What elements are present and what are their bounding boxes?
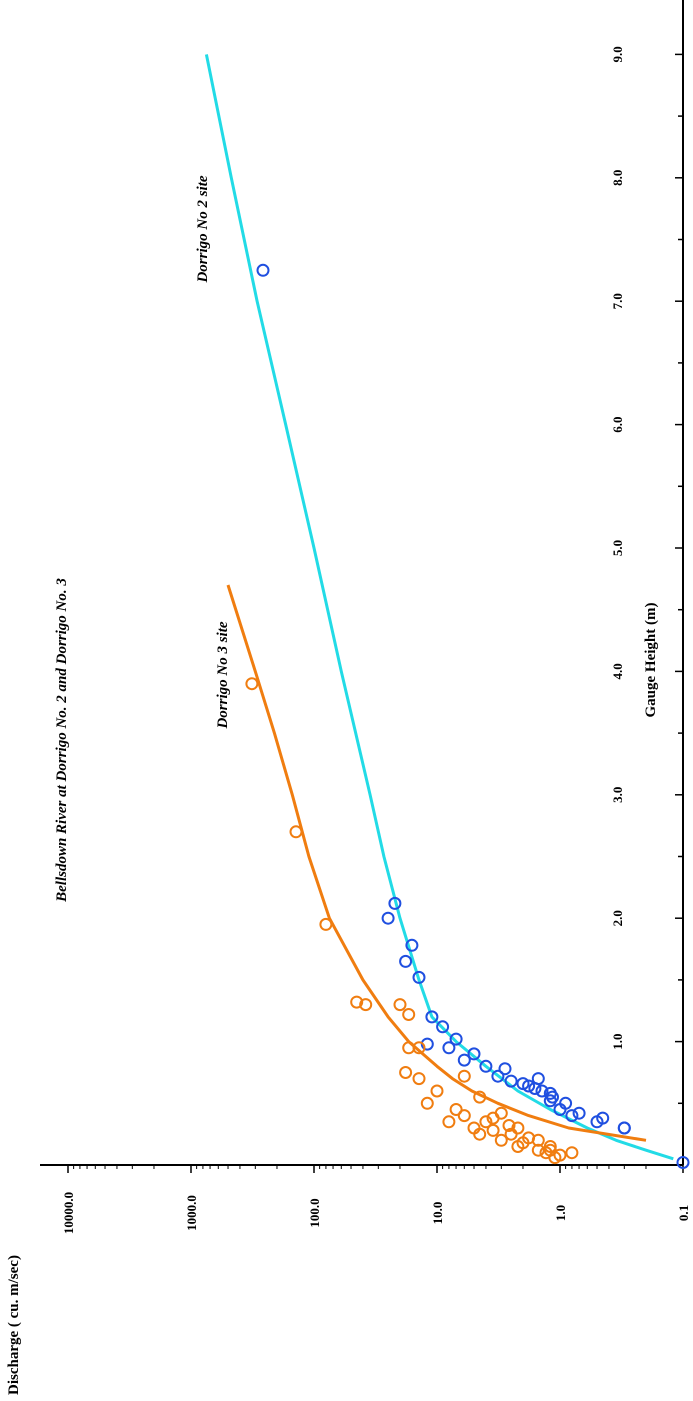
x-tick-label: 6.0 (610, 416, 625, 432)
point-dorrigo-no3 (412, 1072, 426, 1086)
x-tick-label: 8.0 (610, 170, 625, 186)
point-dorrigo-no2 (405, 938, 419, 952)
labels: Bellsdown River at Dorrigo No. 2 and Dor… (6, 175, 659, 1395)
point-dorrigo-no2 (381, 911, 395, 925)
point-dorrigo-no2 (479, 1059, 493, 1073)
annotation-dorrigo-no3: Dorrigo No 3 site (215, 621, 231, 729)
x-tick-label: 5.0 (610, 540, 625, 556)
point-dorrigo-no2 (442, 1041, 456, 1055)
x-tick-label: 9.0 (610, 46, 625, 62)
point-dorrigo-no2 (436, 1020, 450, 1034)
point-dorrigo-no2 (553, 1103, 567, 1116)
point-dorrigo-no2 (498, 1062, 512, 1076)
point-dorrigo-no2 (522, 1079, 536, 1093)
y-axis-label: Discharge ( cu. m/sec) (6, 1255, 22, 1395)
point-dorrigo-no3 (393, 998, 407, 1012)
point-dorrigo-no2 (504, 1074, 518, 1088)
point-dorrigo-no2 (467, 1047, 481, 1061)
x-tick-label: 2.0 (610, 910, 625, 926)
point-dorrigo-no3 (531, 1133, 545, 1147)
point-dorrigo-no2 (590, 1115, 604, 1129)
point-dorrigo-no3 (457, 1109, 471, 1123)
point-dorrigo-no2 (491, 1069, 505, 1083)
point-dorrigo-no3 (412, 1041, 426, 1055)
data-points (245, 263, 690, 1169)
point-dorrigo-no2 (528, 1082, 542, 1095)
point-dorrigo-no3 (531, 1143, 545, 1157)
axes: 1.02.03.04.05.06.07.08.09.010.00.11.010.… (40, 0, 691, 1234)
point-dorrigo-no3 (442, 1115, 456, 1129)
x-tick-label: 7.0 (610, 293, 625, 309)
x-tick-label: 3.0 (610, 787, 625, 803)
y-tick-label: 10000.0 (61, 1192, 76, 1234)
point-dorrigo-no3 (486, 1111, 500, 1125)
point-dorrigo-no2 (535, 1084, 549, 1098)
x-axis-label: Gauge Height (m) (643, 603, 659, 718)
point-dorrigo-no3 (473, 1127, 487, 1141)
point-dorrigo-no2 (572, 1106, 586, 1120)
point-dorrigo-no3 (245, 677, 259, 691)
point-dorrigo-no2 (457, 1053, 471, 1067)
point-dorrigo-no2 (388, 896, 402, 910)
curve-dorrigo-no2 (204, 54, 674, 1161)
point-dorrigo-no2 (543, 1094, 557, 1108)
y-tick-label: 1.0 (553, 1205, 568, 1221)
point-dorrigo-no3 (494, 1133, 508, 1147)
point-dorrigo-no2 (412, 970, 426, 984)
annotation-dorrigo-no2: Dorrigo No 2 site (195, 175, 211, 283)
point-dorrigo-no2 (256, 263, 270, 277)
point-dorrigo-no3 (350, 995, 364, 1009)
y-tick-label: 100.0 (307, 1198, 322, 1227)
point-dorrigo-no2 (449, 1032, 463, 1046)
point-dorrigo-no3 (399, 1066, 413, 1079)
point-dorrigo-no3 (430, 1084, 444, 1098)
point-dorrigo-no3 (504, 1127, 518, 1141)
point-dorrigo-no3 (565, 1146, 579, 1160)
point-dorrigo-no3 (473, 1090, 487, 1104)
x-tick-label: 4.0 (610, 663, 625, 679)
point-dorrigo-no2 (425, 1010, 439, 1024)
point-dorrigo-no3 (502, 1119, 516, 1132)
y-tick-label: 0.1 (676, 1205, 691, 1221)
fitted-curves (204, 54, 674, 1161)
point-dorrigo-no3 (494, 1106, 508, 1120)
point-dorrigo-no3 (479, 1115, 493, 1129)
point-dorrigo-no3 (402, 1008, 416, 1021)
point-dorrigo-no2 (676, 1156, 690, 1169)
y-tick-label: 10.0 (430, 1202, 445, 1225)
point-dorrigo-no2 (399, 954, 413, 968)
point-dorrigo-no3 (486, 1123, 500, 1137)
point-dorrigo-no3 (511, 1140, 525, 1153)
point-dorrigo-no3 (289, 825, 303, 839)
point-dorrigo-no3 (457, 1069, 471, 1083)
point-dorrigo-no3 (420, 1096, 434, 1110)
chart-title: Bellsdown River at Dorrigo No. 2 and Dor… (54, 578, 70, 903)
point-dorrigo-no3 (319, 917, 333, 931)
point-dorrigo-no3 (359, 998, 373, 1012)
y-tick-label: 1000.0 (184, 1195, 199, 1231)
point-dorrigo-no3 (449, 1103, 463, 1116)
point-dorrigo-no2 (565, 1109, 579, 1123)
x-tick-label: 1.0 (610, 1033, 625, 1049)
point-dorrigo-no3 (548, 1151, 562, 1165)
curve-dorrigo-no3 (226, 584, 647, 1142)
point-dorrigo-no2 (617, 1121, 631, 1135)
